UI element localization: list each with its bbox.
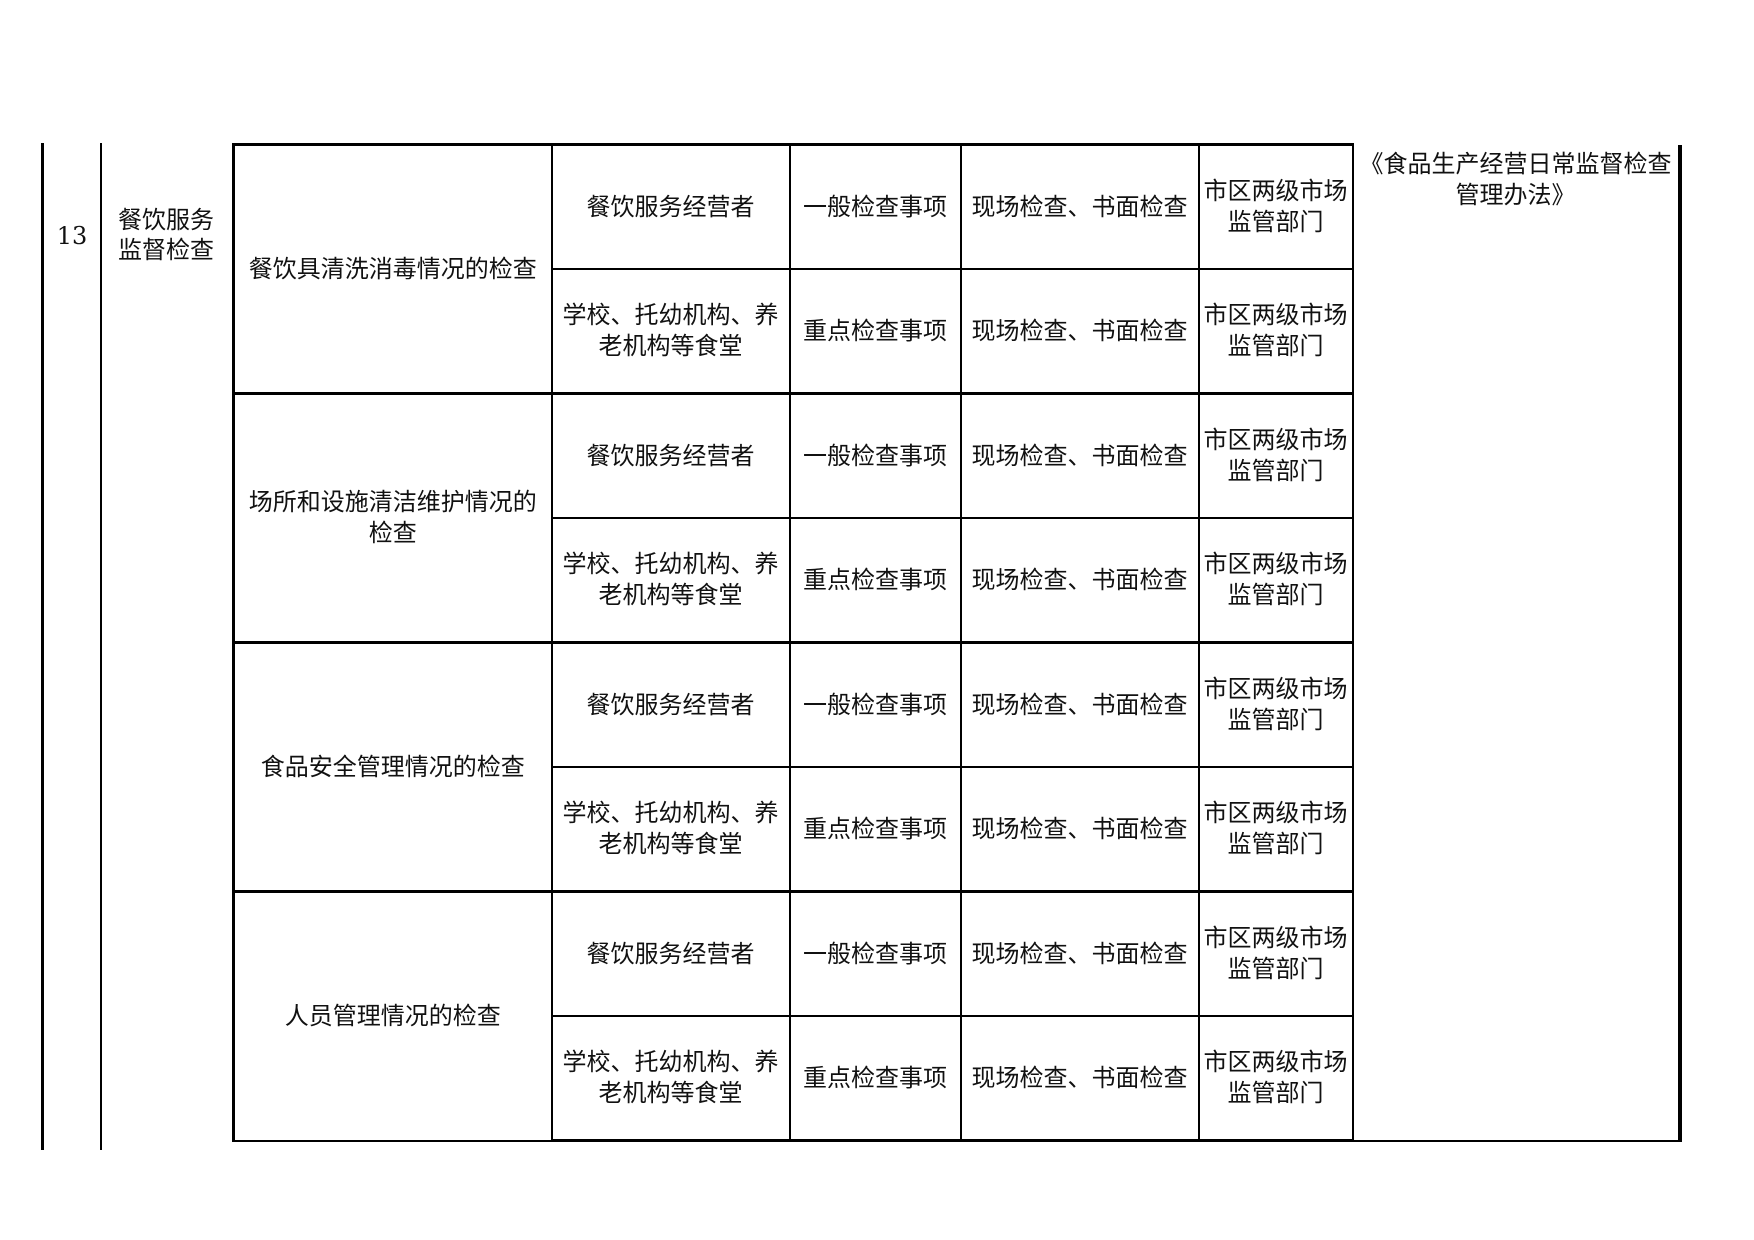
inspection-agency: 市区两级市场监管部门 [1197,1015,1354,1142]
inspection-table: 餐饮具清洗消毒情况的检查 餐饮服务经营者 一般检查事项 现场检查、书面检查 市区两级市场… [232,143,1682,1142]
inspection-type: 重点检查事项 [788,268,962,395]
table-row: 学校、托幼机构、养老机构等食堂 重点检查事项 现场检查、书面检查 市区两级市场监管部门 [234,766,1680,893]
inspection-method: 现场检查、书面检查 [959,641,1200,768]
table-row: 学校、托幼机构、养老机构等食堂 重点检查事项 现场检查、书面检查 市区两级市场监管部门 [234,1015,1680,1142]
inspection-item: 餐饮具清洗消毒情况的检查 [232,143,553,395]
table-row: 学校、托幼机构、养老机构等食堂 重点检查事项 现场检查、书面检查 市区两级市场监管部门 [234,517,1680,644]
inspection-object: 餐饮服务经营者 [550,392,791,519]
table-row: 食品安全管理情况的检查 餐饮服务经营者 一般检查事项 现场检查、书面检查 市区两级市场监… [232,641,1680,893]
inspection-method: 现场检查、书面检查 [959,890,1200,1017]
table-row: 人员管理情况的检查 餐饮服务经营者 一般检查事项 现场检查、书面检查 市区两级市场监管部… [232,890,1680,1142]
inspection-agency: 市区两级市场监管部门 [1197,143,1354,270]
column-divider-line [100,143,102,1150]
inspection-type: 重点检查事项 [788,517,962,644]
inspection-method: 现场检查、书面检查 [959,766,1200,893]
inspection-agency: 市区两级市场监管部门 [1197,517,1354,644]
inspection-agency: 市区两级市场监管部门 [1197,392,1354,519]
table-row: 场所和设施清洁维护情况的检查 餐饮服务经营者 一般检查事项 现场检查、书面检查 市区两级… [232,392,1680,644]
inspection-object: 学校、托幼机构、养老机构等食堂 [550,766,791,893]
inspection-agency: 市区两级市场监管部门 [1197,766,1354,893]
inspection-item: 食品安全管理情况的检查 [232,641,553,893]
inspection-agency: 市区两级市场监管部门 [1197,268,1354,395]
inspection-object: 餐饮服务经营者 [550,890,791,1017]
inspection-item: 人员管理情况的检查 [232,890,553,1142]
inspection-object: 学校、托幼机构、养老机构等食堂 [550,517,791,644]
inspection-agency: 市区两级市场监管部门 [1197,890,1354,1017]
inspection-method: 现场检查、书面检查 [959,517,1200,644]
inspection-object: 餐饮服务经营者 [550,143,791,270]
inspection-type: 重点检查事项 [788,1015,962,1142]
inspection-object: 学校、托幼机构、养老机构等食堂 [550,268,791,395]
inspection-method: 现场检查、书面检查 [959,268,1200,395]
inspection-object: 学校、托幼机构、养老机构等食堂 [550,1015,791,1142]
inspection-type: 一般检查事项 [788,641,962,768]
inspection-type: 一般检查事项 [788,143,962,270]
category-label: 餐饮服务监督检查 [118,206,214,264]
inspection-type: 一般检查事项 [788,890,962,1017]
inspection-object: 餐饮服务经营者 [550,641,791,768]
table-row: 餐饮具清洗消毒情况的检查 餐饮服务经营者 一般检查事项 现场检查、书面检查 市区两级市场… [232,143,1682,1142]
row-number: 13 [56,222,88,250]
inspection-method: 现场检查、书面检查 [959,392,1200,519]
left-border-line [41,143,44,1150]
inspection-item: 场所和设施清洁维护情况的检查 [232,392,553,644]
inspection-method: 现场检查、书面检查 [959,143,1200,270]
inspection-type: 一般检查事项 [788,392,962,519]
inspection-agency: 市区两级市场监管部门 [1197,641,1354,768]
inspection-type: 重点检查事项 [788,766,962,893]
inspection-method: 现场检查、书面检查 [959,1015,1200,1142]
legal-basis: 《食品生产经营日常监督检查管理办法》 [1352,144,1682,1142]
table-row: 学校、托幼机构、养老机构等食堂 重点检查事项 现场检查、书面检查 市区两级市场监管部门 [234,268,1680,395]
